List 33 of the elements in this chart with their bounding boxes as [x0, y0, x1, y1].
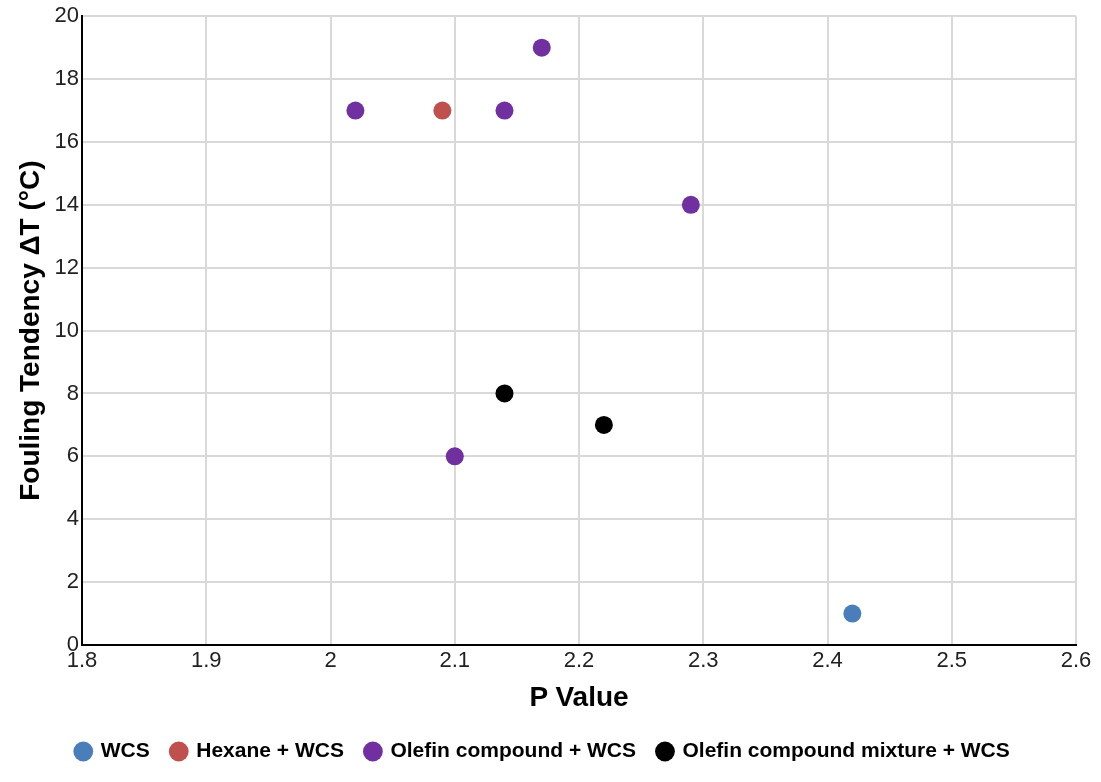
y-axis-title: Fouling Tendency ΔT (°C)	[13, 160, 45, 501]
legend-label: Hexane + WCS	[196, 738, 344, 762]
point	[681, 195, 700, 214]
x-tick-label: 2.3	[687, 647, 719, 673]
y-tick-label: 12	[54, 253, 80, 279]
y-tick-label: 20	[54, 2, 80, 28]
x-tick-label: 2.5	[936, 647, 968, 673]
legend-label: Olefin compound mixture + WCS	[682, 738, 1010, 762]
point	[346, 101, 365, 120]
y-tick-label: 10	[54, 316, 80, 342]
y-tick-label: 2	[66, 568, 80, 594]
y-tick-label: 6	[66, 442, 80, 468]
y-tick-label: 18	[54, 65, 80, 91]
x-tick-label: 2.1	[439, 647, 471, 673]
point	[495, 384, 514, 403]
point	[843, 604, 862, 623]
point	[495, 101, 514, 120]
point	[532, 38, 551, 57]
x-tick-label: 2.6	[1060, 647, 1092, 673]
x-tick-label: 2.4	[812, 647, 843, 673]
legend-label: Olefin compound + WCS	[390, 738, 636, 762]
x-tick-label: 2	[324, 647, 337, 673]
y-tick-label: 4	[66, 505, 80, 531]
x-tick-label: 2.2	[563, 647, 595, 673]
x-tick-label: 1.9	[191, 647, 222, 673]
point	[445, 447, 464, 466]
y-tick-label: 8	[66, 379, 80, 405]
x-axis-title: P Value	[529, 680, 629, 712]
point	[594, 415, 613, 434]
y-tick-label: 14	[54, 190, 80, 216]
y-tick-label: 16	[54, 128, 80, 154]
point	[433, 101, 452, 120]
legend-label: WCS	[100, 738, 150, 762]
